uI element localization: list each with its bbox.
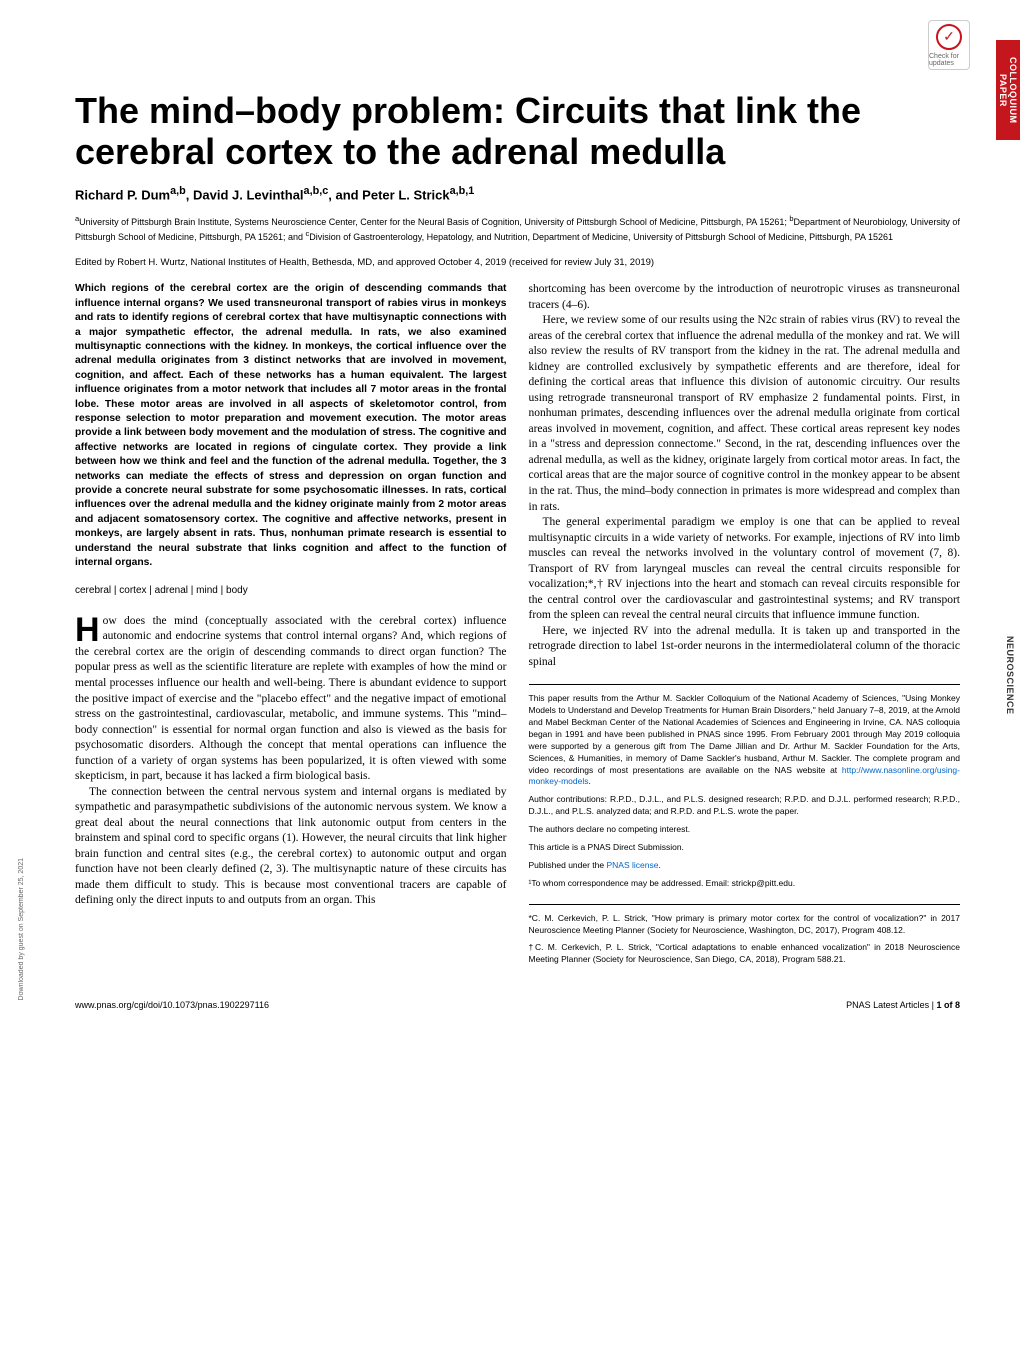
abstract: Which regions of the cerebral cortex are… — [75, 282, 507, 570]
edited-by: Edited by Robert H. Wurtz, National Inst… — [75, 257, 960, 268]
body-left: How does the mind (conceptually associat… — [75, 614, 507, 909]
dropcap: H — [75, 614, 103, 645]
authors: Richard P. Duma,b, David J. Levinthala,b… — [75, 185, 960, 202]
fn-submission: This article is a PNAS Direct Submission… — [529, 842, 961, 854]
footnotes: This paper results from the Arthur M. Sa… — [529, 693, 961, 966]
keywords: cerebral | cortex | adrenal | mind | bod… — [75, 584, 507, 598]
fn-star: *C. M. Cerkevich, P. L. Strick, "How pri… — [529, 913, 961, 937]
fn-contributions: Author contributions: R.P.D., D.J.L., an… — [529, 794, 961, 818]
footnote-rule — [529, 684, 961, 685]
footer-page-label: PNAS Latest Articles — [846, 1000, 929, 1010]
body-left-p2: The connection between the central nervo… — [75, 785, 507, 909]
fn-origin: This paper results from the Arthur M. Sa… — [529, 693, 961, 774]
check-circle-icon: ✓ — [936, 24, 962, 50]
check-label: Check for updates — [929, 53, 969, 67]
footnote-rule-2 — [529, 904, 961, 905]
fn-license-link[interactable]: PNAS license — [606, 860, 658, 870]
left-column: Which regions of the cerebral cortex are… — [75, 282, 507, 972]
check-updates-badge[interactable]: ✓ Check for updates — [928, 20, 970, 70]
fn-competing: The authors declare no competing interes… — [529, 824, 961, 836]
fn-license-pre: Published under the — [529, 860, 607, 870]
body-right-p3: The general experimental paradigm we emp… — [529, 515, 961, 624]
body-right-p4: Here, we injected RV into the adrenal me… — [529, 624, 961, 671]
fn-correspondence: ¹To whom correspondence may be addressed… — [529, 878, 961, 890]
footer-doi: www.pnas.org/cgi/doi/10.1073/pnas.190229… — [75, 1000, 269, 1010]
right-column: shortcoming has been overcome by the int… — [529, 282, 961, 972]
affiliations: aUniversity of Pittsburgh Brain Institut… — [75, 214, 960, 243]
article-title: The mind–body problem: Circuits that lin… — [75, 90, 960, 173]
page-footer: www.pnas.org/cgi/doi/10.1073/pnas.190229… — [75, 996, 960, 1010]
body-right-p1: shortcoming has been overcome by the int… — [529, 282, 961, 313]
body-left-p1: ow does the mind (conceptually associate… — [75, 615, 507, 782]
body-right-p2: Here, we review some of our results usin… — [529, 313, 961, 515]
footer-page-num: 1 of 8 — [936, 1000, 960, 1010]
body-right: shortcoming has been overcome by the int… — [529, 282, 961, 670]
fn-dagger: †C. M. Cerkevich, P. L. Strick, "Cortica… — [529, 942, 961, 966]
